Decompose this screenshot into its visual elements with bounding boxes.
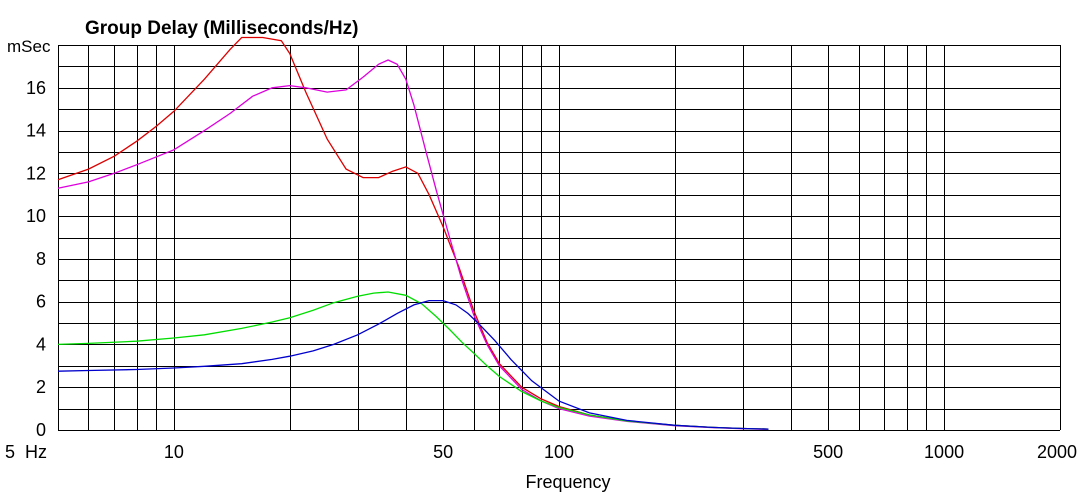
x-tick-labels: 5 Hz 10 50 100 500 1000 2000 xyxy=(5,442,1077,462)
y-tick-label: 12 xyxy=(26,163,46,183)
y-tick-labels: 0 2 4 6 8 10 12 14 16 xyxy=(26,78,46,440)
series-line-1 xyxy=(57,36,769,430)
y-tick-label: 2 xyxy=(36,377,46,397)
series-line-2 xyxy=(57,59,769,431)
x-tick-label: 2000 xyxy=(1037,442,1077,462)
series-line-4 xyxy=(57,299,769,430)
y-tick-label: 4 xyxy=(36,334,46,354)
y-tick-label: 14 xyxy=(26,121,46,141)
x-tick-label: 10 xyxy=(164,442,184,462)
x-tick-label: 50 xyxy=(433,442,453,462)
series-line-3 xyxy=(57,291,769,430)
x-axis-label: Frequency xyxy=(525,472,610,492)
y-axis-label: mSec xyxy=(7,37,51,56)
y-tick-label: 16 xyxy=(26,78,46,98)
x-tick-label: 100 xyxy=(544,442,574,462)
chart-title: Group Delay (Milliseconds/Hz) xyxy=(85,18,358,39)
x-tick-label: 5 Hz xyxy=(5,442,47,462)
y-tick-label: 6 xyxy=(36,292,46,312)
y-tick-label: 8 xyxy=(36,249,46,269)
x-tick-label: 1000 xyxy=(924,442,964,462)
grid-lines xyxy=(58,45,1061,431)
x-tick-label: 500 xyxy=(813,442,843,462)
y-tick-label: 0 xyxy=(36,420,46,440)
plot-series xyxy=(57,36,769,431)
y-tick-label: 10 xyxy=(26,206,46,226)
